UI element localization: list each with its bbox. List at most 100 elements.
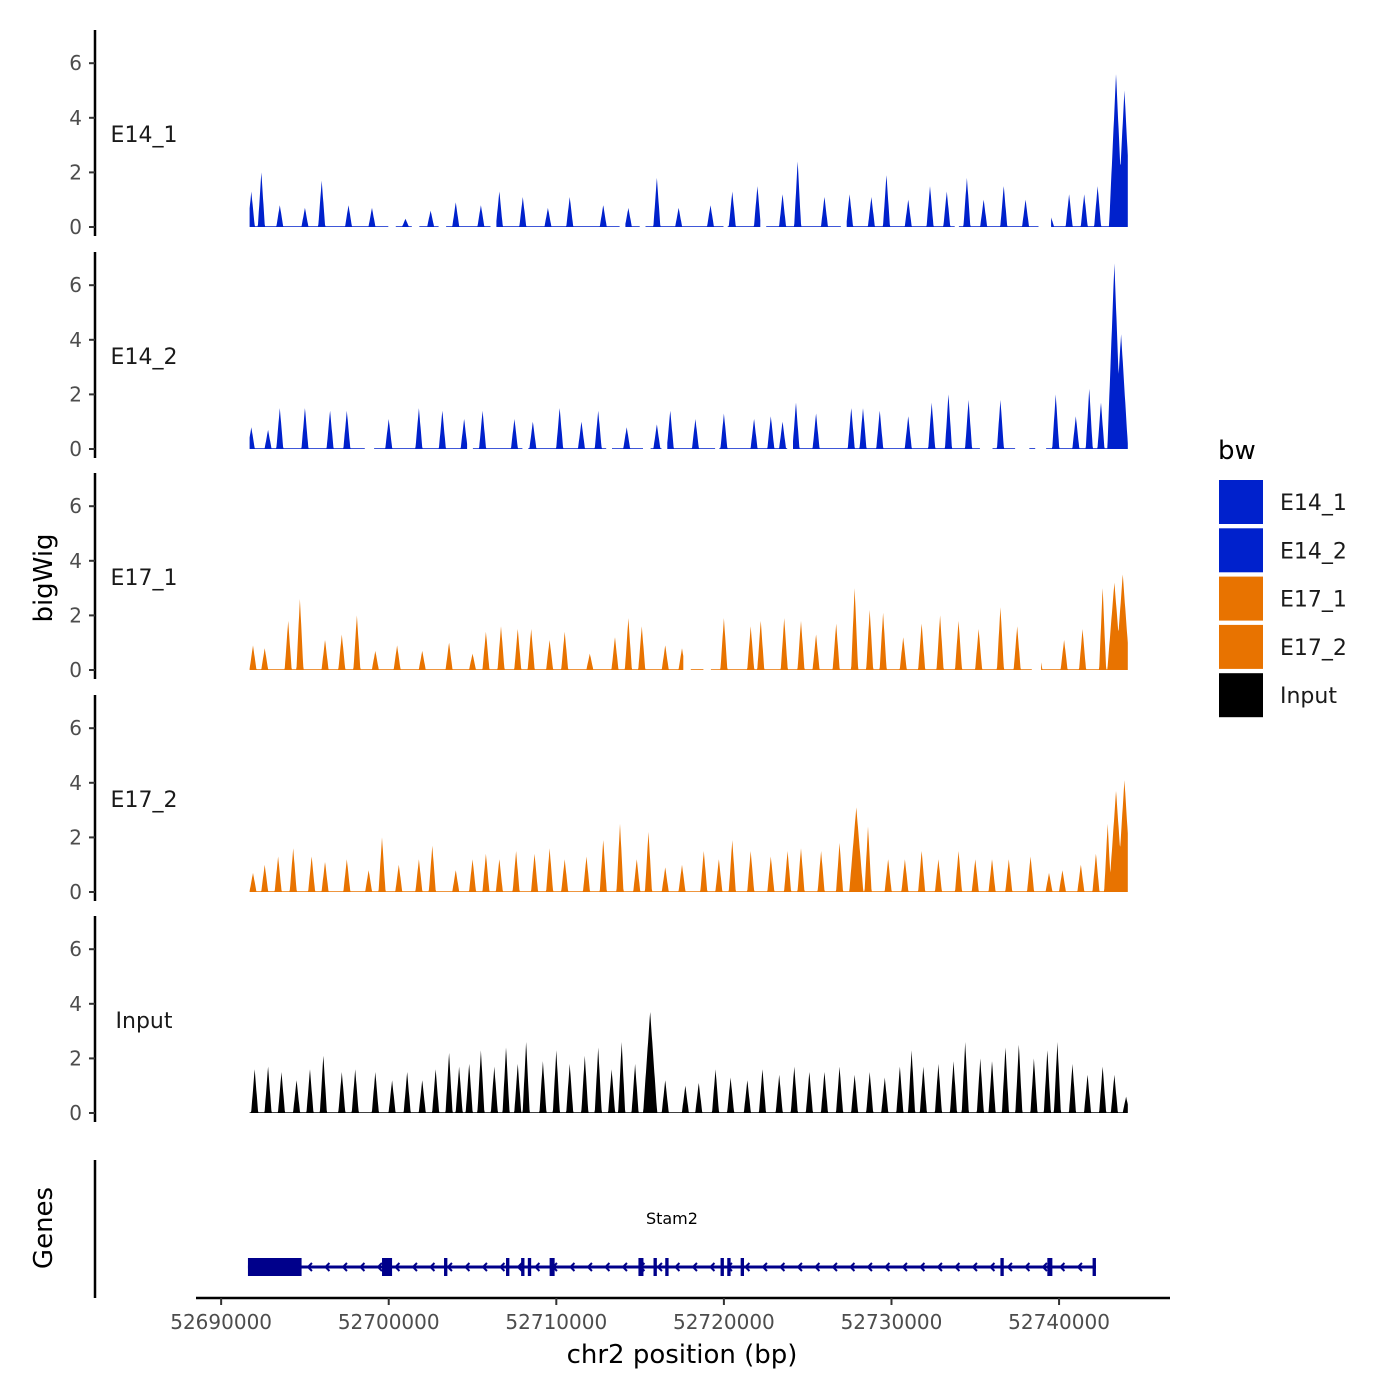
strand-arrow (446, 1262, 453, 1272)
exon (638, 1258, 644, 1276)
strand-arrow (849, 1262, 856, 1272)
track-label: E14_2 (111, 345, 178, 370)
strand-arrow (1006, 1262, 1013, 1272)
strand-arrow (971, 1262, 978, 1272)
strand-arrow (306, 1262, 313, 1272)
y-tick-label: 4 (69, 771, 82, 795)
strand-arrow (901, 1262, 908, 1272)
strand-arrow (516, 1262, 523, 1272)
signal-area (690, 669, 704, 670)
strand-arrow (604, 1262, 611, 1272)
legend-swatch (1219, 528, 1263, 573)
signal-area (446, 202, 491, 227)
y-tick-label: 0 (69, 437, 82, 461)
exon (665, 1258, 669, 1276)
track-label: E17_2 (111, 788, 178, 813)
strand-arrow (744, 1262, 751, 1272)
strand-arrow (621, 1262, 628, 1272)
strand-arrow (1041, 1262, 1048, 1272)
track-label: E17_1 (111, 566, 178, 591)
strand-arrow (1024, 1262, 1031, 1272)
track-input: 0 2 4 6 Input (69, 916, 1128, 1125)
signal-area (249, 408, 365, 449)
x-tick-label: 52740000 (1008, 1310, 1110, 1334)
strand-arrow (709, 1262, 716, 1272)
strand-arrow (674, 1262, 681, 1272)
strand-arrow (411, 1262, 418, 1272)
signal-area (958, 177, 1039, 227)
signal-area (625, 207, 640, 227)
signal-area (419, 210, 439, 227)
legend-label: Input (1280, 684, 1337, 709)
signal-area (395, 218, 412, 227)
signal-area (1041, 574, 1128, 670)
track-label: Input (116, 1009, 173, 1034)
exon (521, 1258, 525, 1276)
strand-arrow (779, 1262, 786, 1272)
y-tick-label: 4 (69, 549, 82, 573)
strand-arrow (656, 1262, 663, 1272)
signal-area (645, 177, 724, 227)
signal-area (667, 410, 716, 449)
x-axis-title: chr2 position (bp) (567, 1340, 798, 1370)
y-tick-label: 2 (69, 603, 82, 627)
y-tick-label: 6 (69, 937, 82, 961)
genes-axis-title: Genes (29, 1187, 59, 1269)
legend-label: E17_2 (1280, 636, 1347, 661)
exon (720, 1258, 724, 1276)
legend-label: E14_1 (1280, 491, 1347, 516)
signal-area (650, 424, 662, 449)
signal-area (1051, 74, 1128, 227)
strand-arrow (569, 1262, 576, 1272)
legend-swatch (1219, 576, 1263, 621)
strand-arrow (481, 1262, 488, 1272)
strand-arrow (796, 1262, 803, 1272)
strand-arrow (394, 1262, 401, 1272)
track-label: E14_1 (111, 123, 178, 148)
signal-area (249, 780, 1128, 892)
y-tick-label: 2 (69, 1046, 82, 1070)
track-e14-2: 0 2 4 6 E14_2 (69, 252, 1128, 461)
exon (549, 1258, 555, 1276)
y-tick-label: 2 (69, 825, 82, 849)
signal-area (1029, 448, 1036, 449)
y-axis-title: bigWig (29, 533, 59, 622)
strand-arrow (919, 1262, 926, 1272)
strand-arrow (534, 1262, 541, 1272)
y-tick-label: 6 (69, 716, 82, 740)
y-tick-label: 4 (69, 992, 82, 1016)
strand-arrow (936, 1262, 943, 1272)
track-e14-1: 0 2 4 6 E14_1 (69, 30, 1128, 239)
strand-arrow (884, 1262, 891, 1272)
x-tick-label: 52720000 (673, 1310, 775, 1334)
x-tick-label: 52710000 (505, 1310, 607, 1334)
strand-arrow (691, 1262, 698, 1272)
exon (382, 1258, 393, 1276)
signal-area (846, 175, 955, 227)
strand-arrow (586, 1262, 593, 1272)
y-tick-label: 6 (69, 51, 82, 75)
y-tick-label: 4 (69, 106, 82, 130)
exon (247, 1258, 302, 1276)
x-axis: 52690000 52700000 52710000 52720000 52730000… (170, 1296, 1170, 1334)
signal-area (612, 427, 643, 449)
strand-arrow (1076, 1262, 1083, 1272)
strand-arrow (989, 1262, 996, 1272)
signal-area (528, 408, 607, 449)
exon (1000, 1258, 1004, 1276)
strand-arrow (499, 1262, 506, 1272)
y-tick-label: 2 (69, 382, 82, 406)
legend-swatch (1219, 673, 1263, 718)
exon (740, 1258, 745, 1276)
strand-arrow (341, 1262, 348, 1272)
signal-area (374, 408, 468, 449)
y-tick-label: 2 (69, 160, 82, 184)
y-tick-label: 0 (69, 880, 82, 904)
y-tick-label: 4 (69, 328, 82, 352)
signal-area (496, 191, 620, 227)
exon (527, 1258, 532, 1276)
signal-area (249, 599, 684, 670)
signal-area (766, 161, 841, 227)
strand-arrow (429, 1262, 436, 1272)
